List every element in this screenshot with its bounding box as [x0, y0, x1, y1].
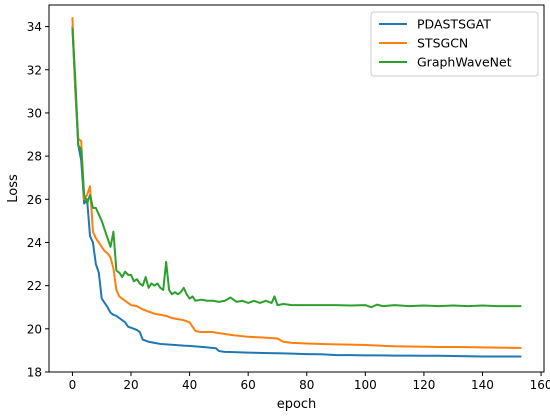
- y-tick-label: 18: [27, 366, 42, 380]
- x-tick-label: 120: [412, 378, 435, 392]
- x-tick-label: 160: [530, 378, 550, 392]
- y-tick-label: 32: [27, 63, 42, 77]
- legend-box: [370, 11, 539, 77]
- x-tick-label: 20: [123, 378, 138, 392]
- y-tick-label: 34: [27, 20, 42, 34]
- legend-label-pdastsgat: PDASTSGAT: [417, 17, 491, 32]
- legend-label-graphwavenet: GraphWaveNet: [417, 55, 512, 70]
- series-line-graphwavenet: [71, 27, 522, 309]
- plot-frame: [48, 4, 545, 373]
- x-tick-label: 0: [69, 378, 77, 392]
- legend: PDASTSGAT STSGCN GraphWaveNet: [370, 11, 539, 77]
- x-tick-label: 100: [354, 378, 377, 392]
- legend-label-stsgcn: STSGCN: [417, 36, 468, 51]
- y-tick-label: 28: [27, 150, 42, 164]
- y-tick-label: 20: [27, 322, 42, 336]
- y-axis-label: Loss: [6, 174, 21, 203]
- y-tick-label: 26: [27, 193, 42, 207]
- y-axis-ticks: 18 20 22 24 26 28 30 32 34: [27, 20, 49, 380]
- x-tick-label: 60: [241, 378, 256, 392]
- series-line-stsgcn: [71, 16, 522, 349]
- x-tick-label: 140: [471, 378, 494, 392]
- y-tick-label: 22: [27, 279, 42, 293]
- x-axis-label: epoch: [277, 397, 317, 412]
- y-tick-label: 24: [27, 236, 42, 250]
- y-tick-label: 30: [27, 106, 42, 120]
- x-axis-ticks: 0 20 40 60 80 100 120 140 160: [69, 372, 550, 392]
- series-layer: [71, 16, 522, 358]
- x-tick-label: 40: [182, 378, 197, 392]
- series-line-pdastsgat: [71, 25, 522, 358]
- x-tick-label: 80: [299, 378, 314, 392]
